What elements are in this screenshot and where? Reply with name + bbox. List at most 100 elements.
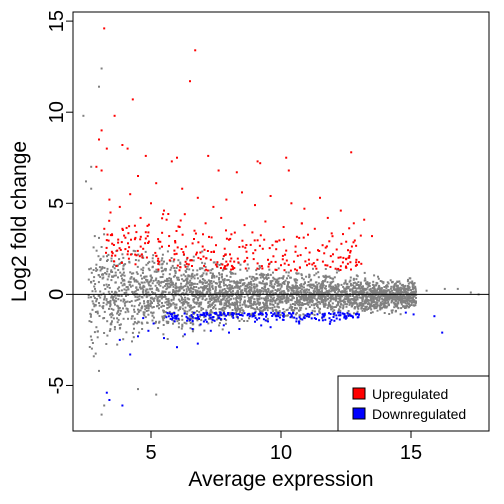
point-downregulated <box>290 315 293 318</box>
point-downregulated <box>173 320 176 323</box>
point-not-significant <box>192 313 195 316</box>
point-not-significant <box>324 295 327 298</box>
point-upregulated <box>261 247 264 250</box>
point-not-significant <box>211 268 214 270</box>
point-not-significant <box>190 277 193 280</box>
point-downregulated <box>282 315 285 318</box>
point-not-significant <box>220 312 223 315</box>
point-upregulated <box>183 213 186 216</box>
point-not-significant <box>401 287 404 290</box>
point-not-significant <box>331 295 334 298</box>
point-downregulated <box>282 313 285 315</box>
point-upregulated <box>285 156 288 159</box>
point-not-significant <box>408 292 411 295</box>
point-not-significant <box>340 300 343 303</box>
point-not-significant <box>133 279 136 282</box>
point-not-significant <box>151 287 154 290</box>
point-not-significant <box>167 301 170 304</box>
point-downregulated <box>204 318 207 321</box>
point-not-significant <box>220 299 223 302</box>
point-not-significant <box>409 304 411 307</box>
point-not-significant <box>226 279 229 282</box>
point-not-significant <box>122 256 125 259</box>
point-not-significant <box>194 290 197 293</box>
point-not-significant <box>381 280 383 283</box>
point-upregulated <box>287 169 290 172</box>
point-not-significant <box>359 302 362 304</box>
point-upregulated <box>325 245 328 248</box>
point-not-significant <box>401 296 404 299</box>
point-upregulated <box>252 258 255 261</box>
point-not-significant <box>331 288 334 291</box>
point-not-significant <box>300 306 303 309</box>
point-not-significant <box>384 306 386 309</box>
point-not-significant <box>325 285 327 288</box>
point-not-significant <box>366 281 369 284</box>
point-downregulated <box>231 313 234 316</box>
point-not-significant <box>133 308 135 311</box>
point-not-significant <box>139 274 142 277</box>
point-not-significant <box>241 289 244 292</box>
point-not-significant <box>409 295 412 298</box>
point-upregulated <box>179 266 182 269</box>
point-upregulated <box>345 240 348 243</box>
point-not-significant <box>243 301 246 304</box>
point-not-significant <box>166 287 169 290</box>
point-upregulated <box>355 258 358 261</box>
point-not-significant <box>146 295 149 298</box>
point-not-significant <box>343 282 346 285</box>
point-upregulated <box>174 241 177 244</box>
point-upregulated <box>107 239 110 242</box>
point-upregulated <box>293 260 295 263</box>
point-not-significant <box>248 285 251 288</box>
point-not-significant <box>352 291 355 294</box>
point-downregulated <box>199 323 202 326</box>
point-not-significant <box>243 282 246 285</box>
point-not-significant <box>288 306 291 309</box>
point-not-significant <box>116 294 119 297</box>
point-not-significant <box>376 299 379 302</box>
point-downregulated <box>213 312 216 314</box>
point-not-significant <box>218 324 221 327</box>
point-not-significant <box>113 274 116 277</box>
point-not-significant <box>318 288 321 291</box>
point-not-significant <box>152 316 155 319</box>
point-upregulated <box>128 225 131 228</box>
point-not-significant <box>99 275 102 278</box>
point-not-significant <box>234 292 237 295</box>
point-not-significant <box>201 267 204 270</box>
point-not-significant <box>122 298 125 301</box>
point-not-significant <box>184 306 187 309</box>
point-not-significant <box>240 298 242 300</box>
point-upregulated <box>167 213 170 215</box>
point-not-significant <box>188 268 191 271</box>
point-upregulated <box>296 254 299 257</box>
point-downregulated <box>166 311 169 314</box>
point-not-significant <box>168 282 171 285</box>
point-not-significant <box>243 320 246 322</box>
point-not-significant <box>305 295 308 298</box>
point-not-significant <box>167 300 170 302</box>
point-not-significant <box>358 302 361 305</box>
point-upregulated <box>168 244 170 247</box>
point-not-significant <box>109 328 112 331</box>
point-upregulated <box>346 262 349 265</box>
point-not-significant <box>185 279 188 282</box>
point-not-significant <box>291 296 294 298</box>
point-not-significant <box>361 305 364 307</box>
point-upregulated <box>154 251 157 254</box>
point-not-significant <box>203 262 206 265</box>
point-not-significant <box>301 303 304 305</box>
point-not-significant <box>114 294 117 297</box>
point-not-significant <box>261 282 264 285</box>
point-not-significant <box>236 286 239 289</box>
point-not-significant <box>260 297 263 300</box>
point-not-significant <box>170 257 173 259</box>
point-not-significant <box>331 287 334 289</box>
point-not-significant <box>386 298 389 301</box>
point-downregulated <box>177 317 180 320</box>
point-not-significant <box>300 291 303 294</box>
point-not-significant <box>266 317 269 320</box>
point-not-significant <box>172 283 175 286</box>
point-not-significant <box>132 277 135 280</box>
